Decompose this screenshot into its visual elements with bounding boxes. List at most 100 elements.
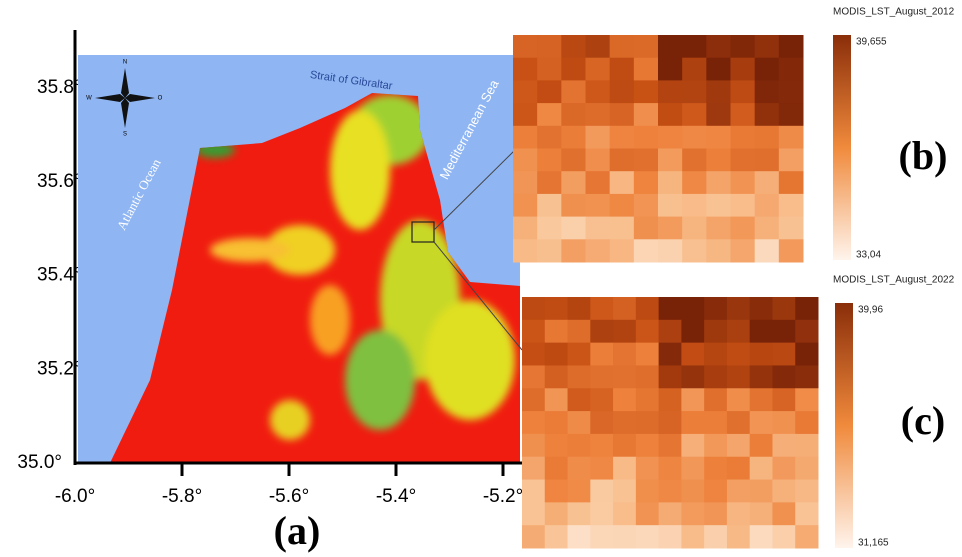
- raster-cell: [613, 502, 637, 526]
- raster-cell: [544, 479, 569, 503]
- raster-cell: [522, 319, 546, 344]
- raster-cell: [706, 57, 731, 81]
- raster-cell: [795, 502, 819, 526]
- raster-cell: [585, 57, 611, 81]
- legend-title: MODIS_LST_August_2012: [833, 7, 955, 18]
- raster-cell: [613, 319, 637, 344]
- raster-cell: [726, 319, 751, 344]
- legend-min: 31,165: [858, 538, 889, 549]
- raster-cell: [658, 319, 682, 344]
- raster-cell: [749, 411, 773, 435]
- raster-cell: [795, 456, 819, 481]
- raster-cell: [585, 239, 611, 263]
- raster-cell: [658, 365, 682, 389]
- raster-cell: [567, 411, 591, 435]
- zoom-line: [433, 149, 516, 231]
- raster-cell: [726, 525, 751, 549]
- raster-cell: [682, 125, 707, 149]
- raster-cell: [544, 297, 569, 321]
- raster-cell: [706, 193, 731, 218]
- raster-cell: [754, 216, 780, 240]
- raster-cell: [633, 239, 659, 263]
- raster-cell: [795, 365, 819, 389]
- raster-cell: [754, 239, 780, 263]
- raster-cell: [585, 216, 611, 240]
- raster-cell: [795, 319, 819, 344]
- compass: N S W O: [86, 60, 163, 138]
- raster-cell: [544, 342, 569, 366]
- raster-cell: [658, 80, 683, 104]
- raster-cell: [609, 80, 635, 104]
- raster-cell: [537, 148, 562, 172]
- raster-cell: [567, 479, 591, 503]
- raster-cell: [682, 57, 707, 81]
- raster-cell: [544, 388, 569, 412]
- raster-cell: [590, 411, 614, 435]
- raster-cell: [513, 193, 538, 218]
- raster-cell: [633, 193, 659, 218]
- raster-cell: [635, 411, 660, 435]
- raster-cell: [682, 193, 707, 218]
- raster-cell: [613, 411, 637, 435]
- raster-cell: [658, 57, 683, 81]
- raster-cell: [681, 319, 705, 344]
- raster-cell: [778, 193, 804, 218]
- raster-cell: [681, 433, 705, 458]
- raster-cell: [522, 479, 546, 503]
- raster-cell: [544, 502, 569, 526]
- raster-cell: [778, 125, 804, 149]
- raster-cell: [795, 479, 819, 503]
- raster-cell: [704, 433, 728, 458]
- raster-cell: [522, 342, 546, 366]
- raster-cell: [561, 148, 586, 172]
- raster-cell: [704, 479, 728, 503]
- raster-cell: [609, 57, 635, 81]
- raster-cell: [658, 35, 683, 59]
- x-tick-label: -6.0°: [55, 486, 95, 507]
- raster-cell: [730, 216, 756, 240]
- raster-cell: [706, 35, 731, 59]
- raster-cell: [772, 388, 796, 412]
- raster-cell: [513, 171, 538, 195]
- raster-cell: [633, 80, 659, 104]
- raster-cell: [513, 216, 538, 240]
- zoom-box: [411, 221, 435, 243]
- raster-cell: [635, 525, 660, 549]
- raster-cell: [522, 456, 546, 481]
- raster-cell: [513, 103, 538, 127]
- heatmap-b: [513, 35, 804, 263]
- raster-cell: [590, 525, 614, 549]
- raster-cell: [544, 433, 569, 458]
- raster-cell: [585, 35, 611, 59]
- raster-cell: [635, 297, 660, 321]
- raster-cell: [795, 388, 819, 412]
- raster-cell: [749, 388, 773, 412]
- raster-cell: [658, 125, 683, 149]
- raster-cell: [749, 365, 773, 389]
- raster-cell: [635, 433, 660, 458]
- raster-cell: [522, 525, 546, 549]
- raster-cell: [681, 479, 705, 503]
- raster-cell: [730, 125, 756, 149]
- raster-cell: [682, 239, 707, 263]
- raster-cell: [778, 239, 804, 263]
- raster-cell: [609, 239, 635, 263]
- raster-cell: [537, 57, 562, 81]
- raster-cell: [513, 57, 538, 81]
- raster-cell: [681, 365, 705, 389]
- raster-cell: [795, 411, 819, 435]
- raster-cell: [778, 216, 804, 240]
- raster-cell: [778, 171, 804, 195]
- raster-cell: [613, 297, 637, 321]
- raster-cell: [590, 388, 614, 412]
- raster-cell: [754, 80, 780, 104]
- raster-cell: [537, 103, 562, 127]
- raster-cell: [754, 193, 780, 218]
- raster-cell: [567, 433, 591, 458]
- raster-cell: [772, 525, 796, 549]
- x-tick-label: -5.8°: [162, 486, 202, 507]
- raster-cell: [522, 388, 546, 412]
- raster-cell: [585, 80, 611, 104]
- raster-cell: [726, 433, 751, 458]
